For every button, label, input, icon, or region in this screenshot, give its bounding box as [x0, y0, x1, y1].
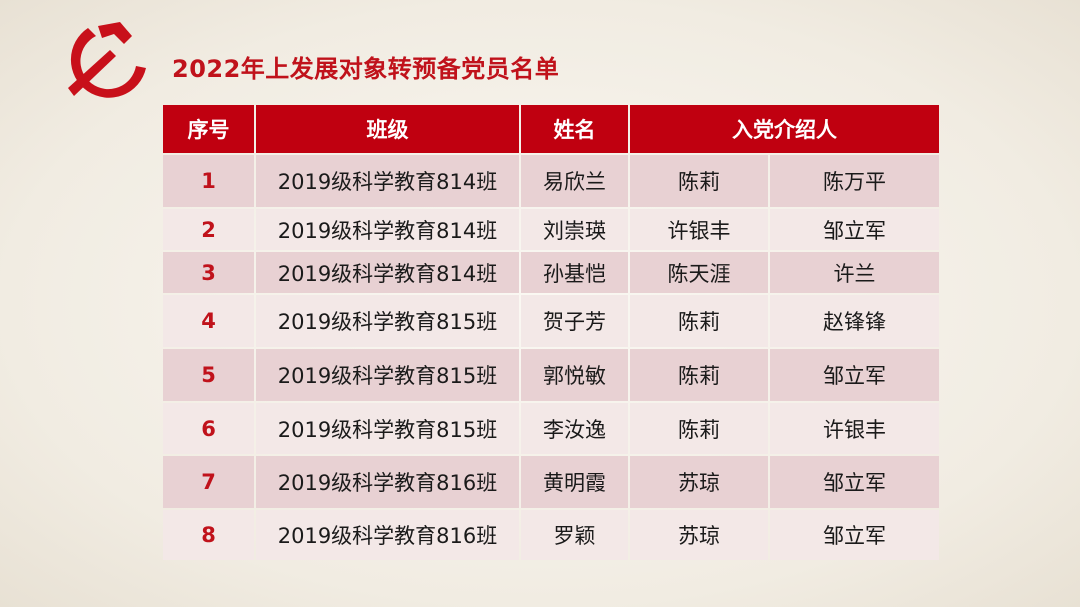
- introducer-1-cell: 苏琼: [630, 456, 768, 508]
- introducer-2-cell: 赵锋锋: [770, 295, 939, 347]
- name-cell: 罗颖: [521, 510, 628, 560]
- introducer-1-cell: 陈莉: [630, 403, 768, 454]
- class-cell: 2019级科学教育814班: [256, 155, 519, 207]
- name-cell: 贺子芳: [521, 295, 628, 347]
- table-row: 5 2019级科学教育815班 郭悦敏 陈莉 邹立军: [163, 349, 939, 401]
- page-title: 2022年上发展对象转预备党员名单: [172, 55, 560, 83]
- header-class: 班级: [256, 105, 519, 153]
- number-cell: 5: [163, 349, 254, 401]
- table-row: 2 2019级科学教育814班 刘崇瑛 许银丰 邹立军: [163, 209, 939, 250]
- table-row: 4 2019级科学教育815班 贺子芳 陈莉 赵锋锋: [163, 295, 939, 347]
- number-cell: 4: [163, 295, 254, 347]
- class-cell: 2019级科学教育816班: [256, 456, 519, 508]
- header-name: 姓名: [521, 105, 628, 153]
- name-cell: 黄明霞: [521, 456, 628, 508]
- introducer-1-cell: 陈天涯: [630, 252, 768, 293]
- table-row: 6 2019级科学教育815班 李汝逸 陈莉 许银丰: [163, 403, 939, 454]
- introducer-2-cell: 邹立军: [770, 209, 939, 250]
- introducer-1-cell: 陈莉: [630, 295, 768, 347]
- number-cell: 1: [163, 155, 254, 207]
- class-cell: 2019级科学教育814班: [256, 252, 519, 293]
- introducer-2-cell: 邹立军: [770, 510, 939, 560]
- introducer-1-cell: 许银丰: [630, 209, 768, 250]
- name-cell: 郭悦敏: [521, 349, 628, 401]
- number-cell: 2: [163, 209, 254, 250]
- introducer-1-cell: 陈莉: [630, 155, 768, 207]
- name-cell: 易欣兰: [521, 155, 628, 207]
- table-row: 7 2019级科学教育816班 黄明霞 苏琼 邹立军: [163, 456, 939, 508]
- introducer-2-cell: 陈万平: [770, 155, 939, 207]
- member-table: 序号 班级 姓名 入党介绍人 1 2019级科学教育814班 易欣兰 陈莉 陈万平 2 20…: [161, 103, 941, 562]
- number-cell: 7: [163, 456, 254, 508]
- name-cell: 李汝逸: [521, 403, 628, 454]
- class-cell: 2019级科学教育815班: [256, 403, 519, 454]
- table-row: 8 2019级科学教育816班 罗颖 苏琼 邹立军: [163, 510, 939, 560]
- introducer-1-cell: 陈莉: [630, 349, 768, 401]
- introducer-1-cell: 苏琼: [630, 510, 768, 560]
- header-number: 序号: [163, 105, 254, 153]
- introducer-2-cell: 邹立军: [770, 456, 939, 508]
- introducer-2-cell: 许银丰: [770, 403, 939, 454]
- hammer-and-sickle-icon: [68, 22, 146, 98]
- name-cell: 孙基恺: [521, 252, 628, 293]
- class-cell: 2019级科学教育815班: [256, 349, 519, 401]
- introducer-2-cell: 邹立军: [770, 349, 939, 401]
- number-cell: 8: [163, 510, 254, 560]
- table-row: 3 2019级科学教育814班 孙基恺 陈天涯 许兰: [163, 252, 939, 293]
- name-cell: 刘崇瑛: [521, 209, 628, 250]
- number-cell: 6: [163, 403, 254, 454]
- class-cell: 2019级科学教育814班: [256, 209, 519, 250]
- number-cell: 3: [163, 252, 254, 293]
- introducer-2-cell: 许兰: [770, 252, 939, 293]
- class-cell: 2019级科学教育815班: [256, 295, 519, 347]
- header-introducers: 入党介绍人: [630, 105, 939, 153]
- table-row: 1 2019级科学教育814班 易欣兰 陈莉 陈万平: [163, 155, 939, 207]
- class-cell: 2019级科学教育816班: [256, 510, 519, 560]
